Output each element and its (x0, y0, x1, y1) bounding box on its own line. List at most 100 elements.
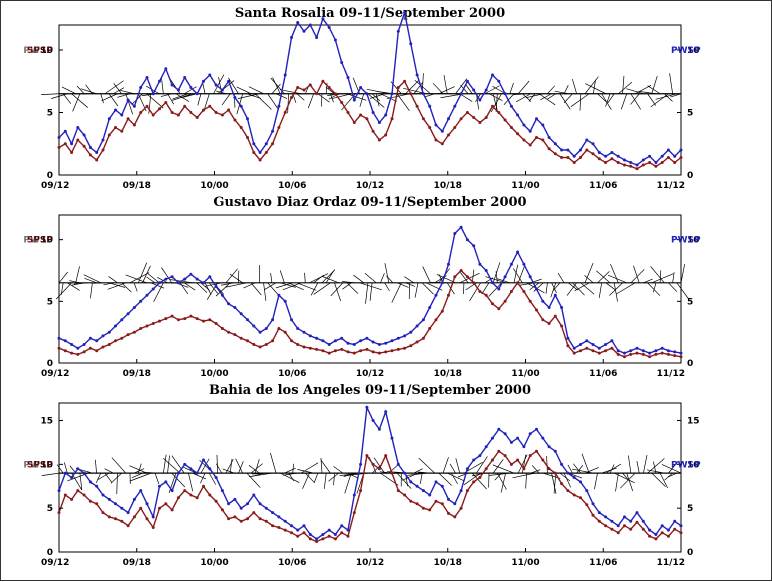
data-point-pwsp (328, 343, 331, 346)
data-point-spsp (636, 167, 639, 170)
data-point-pwsp (585, 139, 588, 142)
data-point-spsp (114, 517, 117, 520)
data-point-pwsp (196, 472, 199, 475)
wind-vector (614, 283, 617, 302)
data-point-pwsp (221, 489, 224, 492)
data-point-spsp (146, 517, 149, 520)
data-point-pwsp (554, 142, 557, 145)
data-point-spsp (196, 496, 199, 499)
data-point-pwsp (265, 507, 268, 510)
data-point-pwsp (636, 511, 639, 514)
wind-vector (155, 473, 159, 484)
data-point-pwsp (416, 74, 419, 77)
data-point-pwsp (146, 76, 149, 79)
wind-vector (42, 473, 59, 476)
data-point-pwsp (259, 502, 262, 505)
data-point-spsp (127, 333, 130, 336)
data-point-spsp (215, 500, 218, 503)
data-point-spsp (277, 526, 280, 529)
data-point-spsp (391, 349, 394, 352)
data-point-spsp (108, 515, 111, 518)
data-point-pwsp (397, 463, 400, 466)
data-point-spsp (673, 161, 676, 164)
data-point-pwsp (554, 294, 557, 297)
data-point-pwsp (422, 489, 425, 492)
data-point-pwsp (114, 325, 117, 328)
data-point-pwsp (403, 334, 406, 337)
data-point-spsp (680, 156, 683, 159)
wind-vector (581, 283, 594, 294)
data-point-spsp (127, 117, 130, 120)
data-point-pwsp (102, 139, 105, 142)
data-point-spsp (535, 309, 538, 312)
data-point-pwsp (598, 347, 601, 350)
data-point-spsp (183, 489, 186, 492)
wind-vector (85, 278, 97, 282)
data-point-spsp (485, 116, 488, 119)
data-point-spsp (290, 96, 293, 99)
data-point-pwsp (227, 502, 230, 505)
data-point-pwsp (252, 142, 255, 145)
data-point-spsp (284, 331, 287, 334)
data-point-spsp (227, 517, 230, 520)
wind-vector (482, 283, 489, 294)
data-point-pwsp (139, 300, 142, 303)
data-point-spsp (158, 107, 161, 110)
wind-vector (225, 283, 247, 287)
data-point-pwsp (617, 524, 620, 527)
data-point-spsp (397, 86, 400, 89)
data-point-pwsp (202, 80, 205, 83)
data-point-spsp (64, 494, 67, 497)
data-point-pwsp (353, 99, 356, 102)
y-tick-label-right: 5 (687, 109, 693, 119)
data-point-pwsp (592, 343, 595, 346)
data-point-spsp (70, 151, 73, 154)
data-point-spsp (139, 111, 142, 114)
data-point-pwsp (265, 142, 268, 145)
data-point-pwsp (428, 494, 431, 497)
data-point-spsp (667, 535, 670, 538)
data-point-spsp (441, 310, 444, 313)
wind-vector (222, 94, 230, 105)
data-point-pwsp (208, 467, 211, 470)
wind-vector (608, 275, 627, 283)
wind-vector (264, 283, 266, 301)
data-point-spsp (252, 151, 255, 154)
data-point-pwsp (271, 318, 274, 321)
data-point-spsp (497, 111, 500, 114)
data-point-pwsp (146, 294, 149, 297)
wind-vector (188, 473, 192, 491)
wind-vector (198, 94, 201, 106)
x-tick-label: 10/00 (200, 369, 228, 379)
data-point-pwsp (435, 480, 438, 483)
data-point-spsp (541, 459, 544, 462)
wind-vector (297, 94, 304, 100)
y-tick-label-left: 5 (47, 297, 53, 307)
wind-vector (147, 94, 164, 108)
data-point-spsp (529, 300, 532, 303)
data-point-pwsp (309, 334, 312, 337)
data-point-pwsp (441, 130, 444, 133)
data-point-spsp (453, 275, 456, 278)
data-point-pwsp (648, 352, 651, 355)
data-point-pwsp (102, 334, 105, 337)
data-point-spsp (522, 290, 525, 293)
y-tick-label-left: 0 (47, 548, 53, 558)
y-tick-label-right: 0 (687, 548, 693, 558)
data-point-pwsp (522, 124, 525, 127)
data-point-spsp (76, 489, 79, 492)
wind-vector (456, 458, 460, 473)
data-point-spsp (598, 352, 601, 355)
wind-vector (305, 473, 314, 483)
wind-vector (660, 473, 668, 488)
wind-vector (289, 283, 304, 290)
data-point-pwsp (680, 352, 683, 355)
data-point-pwsp (146, 502, 149, 505)
data-point-pwsp (183, 463, 186, 466)
data-point-spsp (673, 354, 676, 357)
data-point-pwsp (108, 117, 111, 120)
wind-vector (130, 466, 147, 473)
wind-vector (618, 82, 631, 94)
data-point-spsp (196, 317, 199, 320)
data-point-spsp (384, 134, 387, 137)
